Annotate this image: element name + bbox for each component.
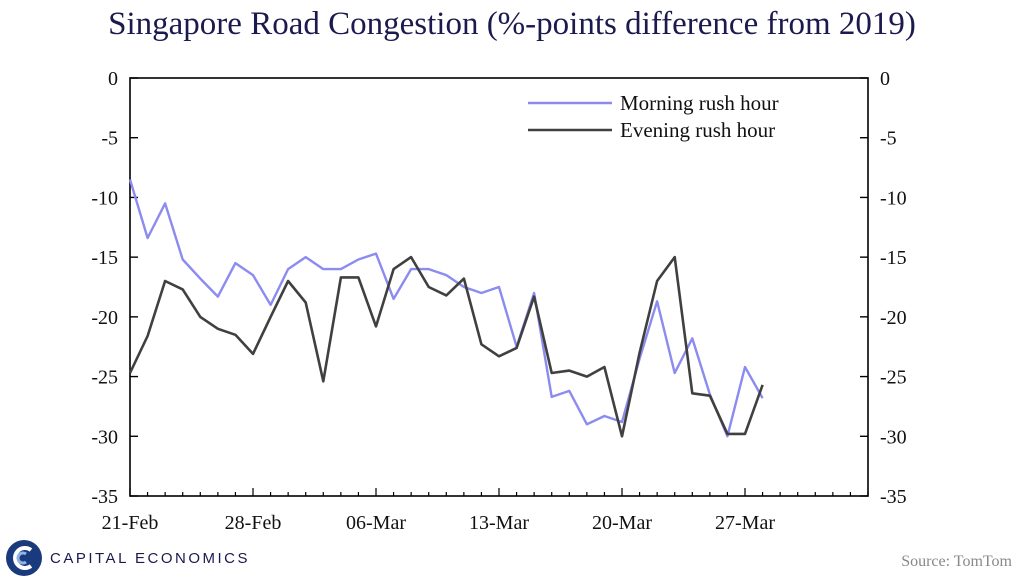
y-tick-label-right: 0 bbox=[880, 68, 890, 90]
chart-title: Singapore Road Congestion (%-points diff… bbox=[108, 6, 916, 42]
evening-rush-hour-line bbox=[128, 255, 764, 438]
legend-item-evening-label: Evening rush hour bbox=[620, 118, 775, 142]
x-axis: 21-Feb 28-Feb 06-Mar 13-Mar 20-Mar 27-Mar bbox=[102, 488, 869, 534]
y-tick-label-right: -10 bbox=[880, 187, 907, 209]
y-tick-label-left: -35 bbox=[91, 486, 118, 508]
x-tick-label: 06-Mar bbox=[346, 512, 406, 534]
morning-rush-hour-line bbox=[128, 179, 764, 438]
y-tick-label-right: -30 bbox=[880, 426, 907, 448]
left-y-axis: 0 -5 -10 -15 -20 -25 -30 -35 bbox=[91, 68, 138, 508]
y-tick-label-right: -15 bbox=[880, 247, 907, 269]
y-tick-label-left: -15 bbox=[91, 247, 118, 269]
y-tick-label-right: -20 bbox=[880, 307, 907, 329]
y-tick-label-left: -25 bbox=[91, 367, 118, 389]
y-tick-label-left: -30 bbox=[91, 426, 118, 448]
source-note: Source: TomTom bbox=[901, 553, 1012, 570]
y-tick-label-left: -20 bbox=[91, 307, 118, 329]
y-tick-label-right: -35 bbox=[880, 486, 907, 508]
ce-logo-icon bbox=[6, 540, 42, 576]
y-tick-label-left: -5 bbox=[101, 128, 118, 150]
y-tick-label-left: 0 bbox=[108, 68, 118, 90]
y-tick-label-left: -10 bbox=[91, 187, 118, 209]
right-y-axis: 0 -5 -10 -15 -20 -25 -30 -35 bbox=[860, 68, 907, 508]
x-tick-label: 27-Mar bbox=[715, 512, 775, 534]
legend: Morning rush hour Evening rush hour bbox=[528, 91, 779, 142]
x-tick-label: 21-Feb bbox=[102, 512, 159, 534]
x-tick-label: 28-Feb bbox=[225, 512, 282, 534]
logo-text: CAPITAL ECONOMICS bbox=[50, 549, 251, 567]
series-lines bbox=[128, 179, 764, 438]
legend-item-morning-label: Morning rush hour bbox=[620, 91, 779, 115]
y-tick-label-right: -25 bbox=[880, 367, 907, 389]
y-tick-label-right: -5 bbox=[880, 128, 897, 150]
capital-economics-logo: CAPITAL ECONOMICS bbox=[4, 536, 250, 580]
x-tick-label: 13-Mar bbox=[469, 512, 529, 534]
x-tick-label: 20-Mar bbox=[592, 512, 652, 534]
